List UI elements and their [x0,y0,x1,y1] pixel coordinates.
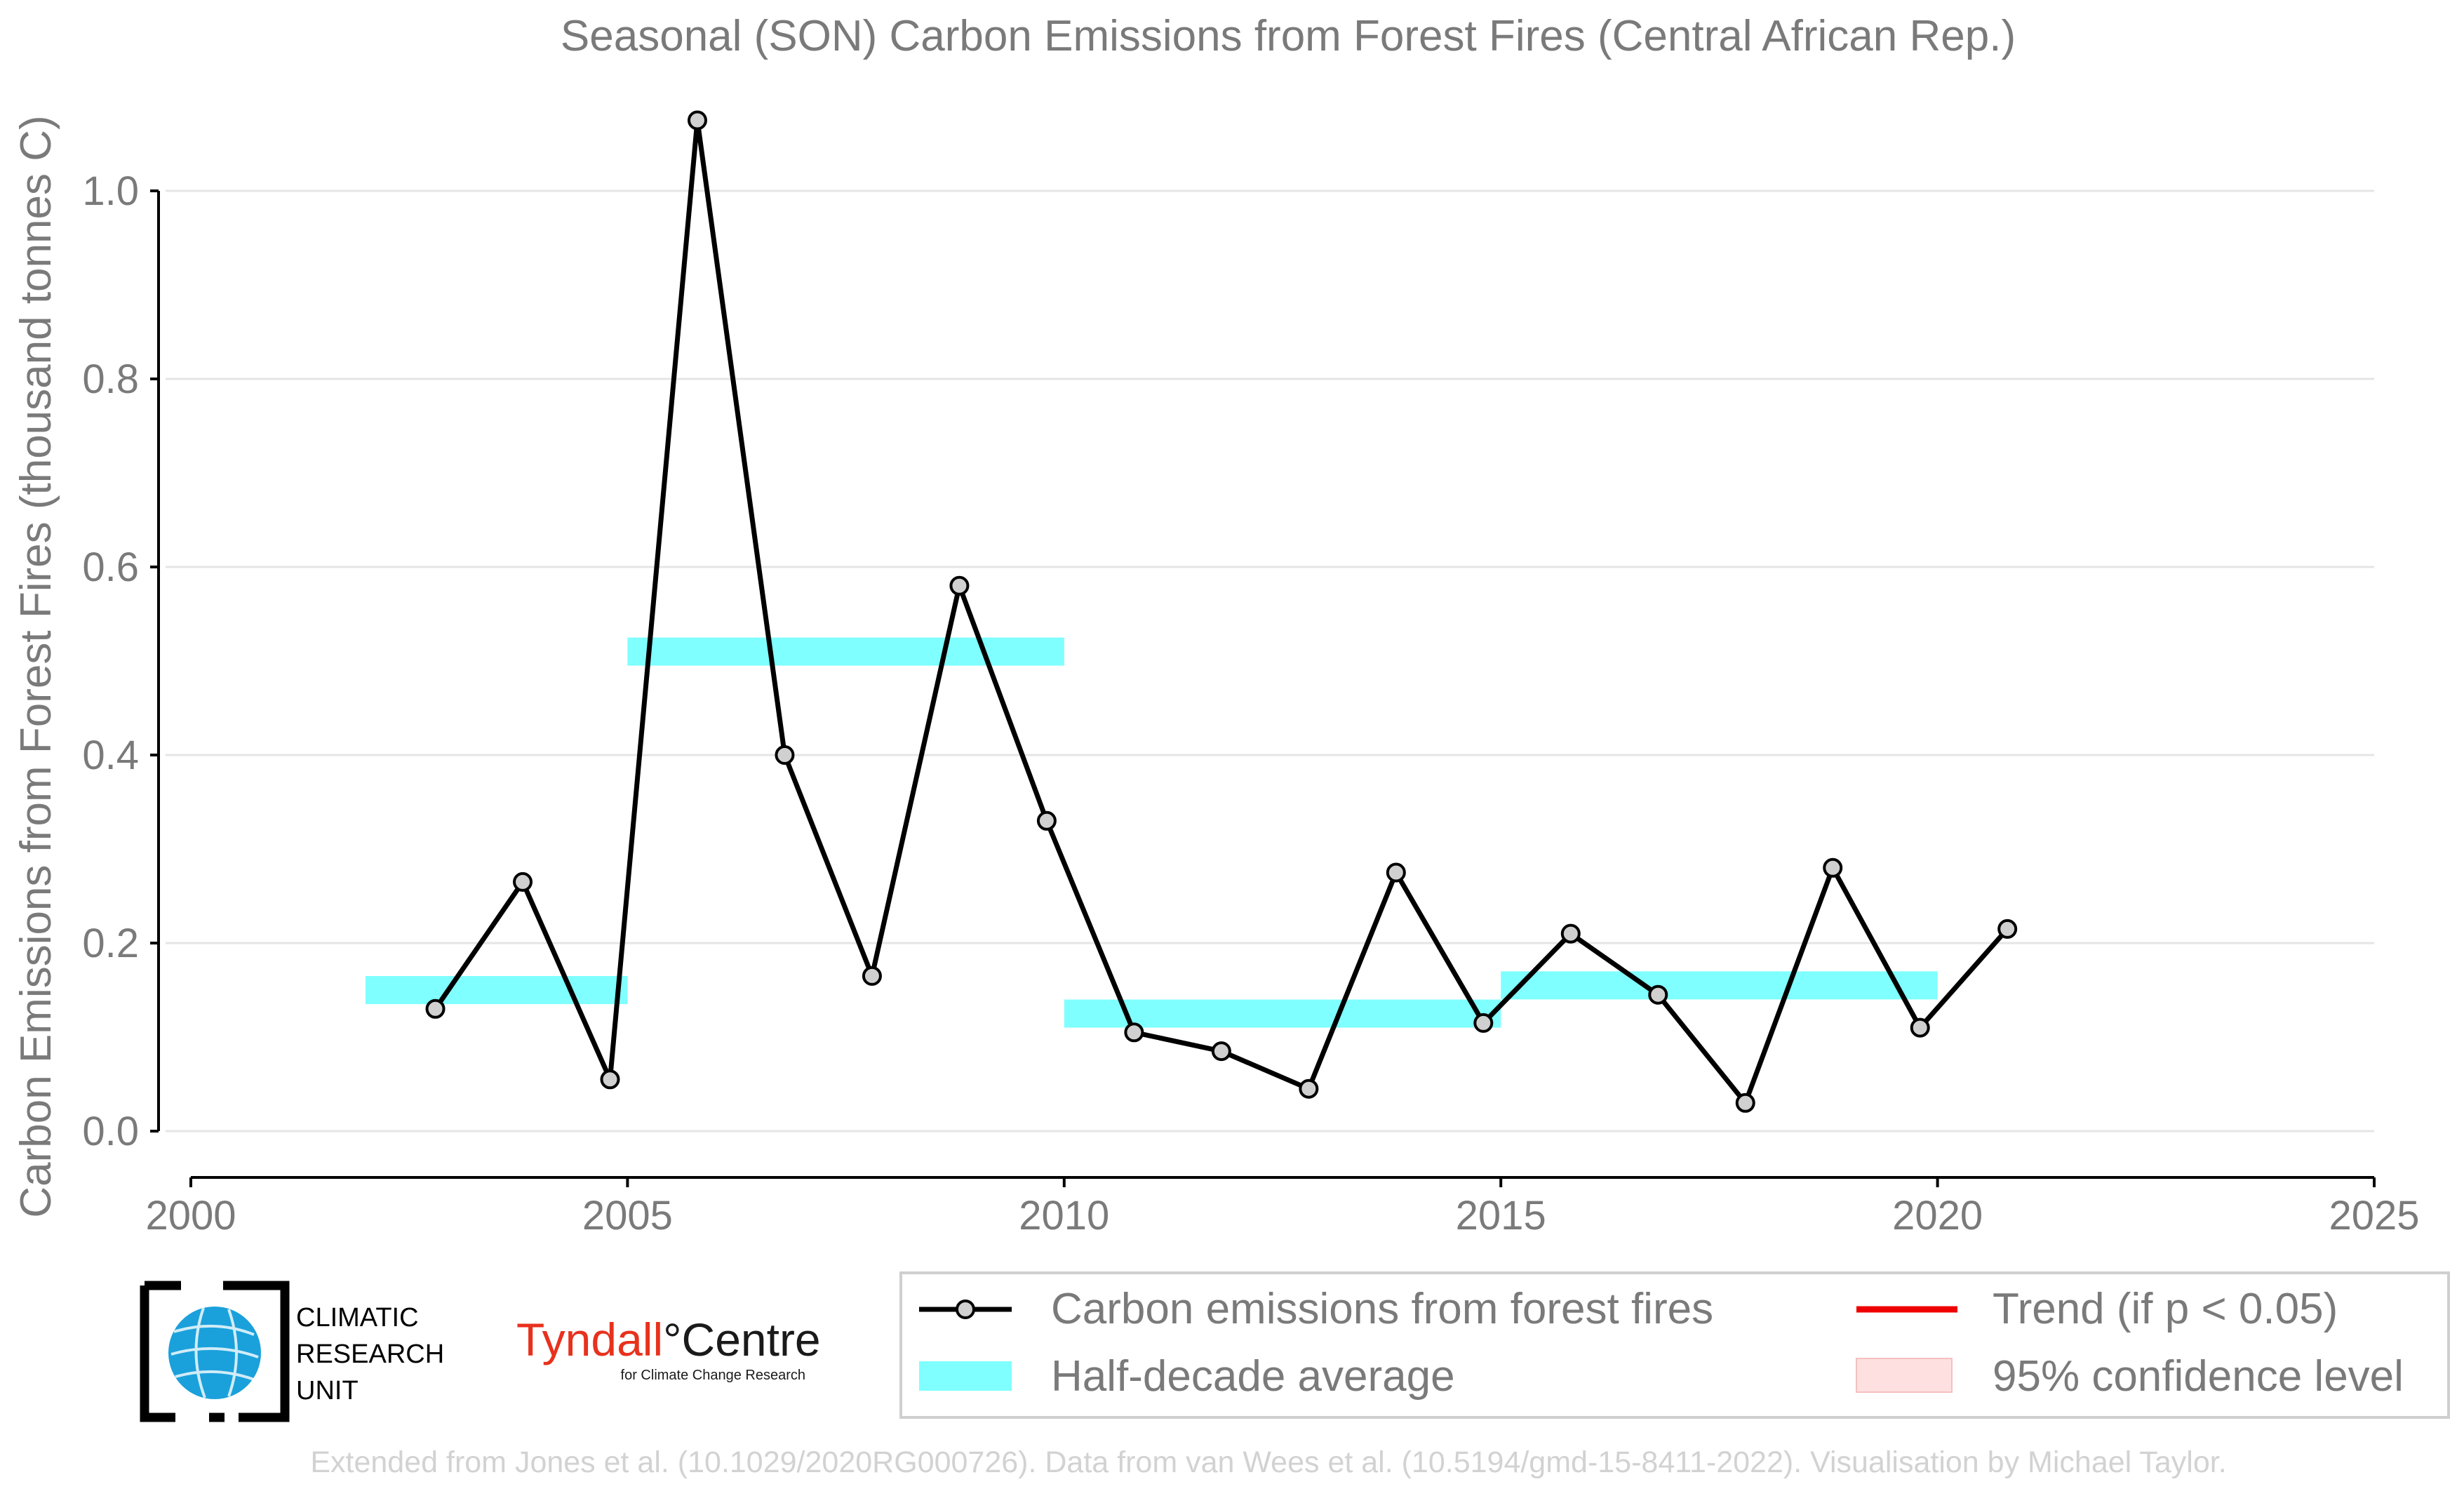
x-axis-ticks: 2000 2005 2010 2015 2020 2025 [145,1193,2419,1238]
grid-lines [150,189,2376,1187]
data-point [949,575,970,596]
tyndall-logo-title: Tyndall°Centre [516,1314,821,1365]
data-point [1124,1022,1144,1043]
tyndall-logo-subtitle: for Climate Change Research [621,1368,805,1383]
emissions-series [425,110,2018,1113]
legend-swatch-half-decade [919,1361,1012,1391]
half-decade-bar [627,637,1064,666]
data-point [862,966,882,986]
x-tick-label: 2015 [1456,1193,1546,1238]
y-axis-ticks: 0.0 0.2 0.4 0.6 0.8 1.0 [82,168,139,1154]
data-point [1211,1041,1231,1062]
legend: Carbon emissions from forest fires Trend… [899,1271,2450,1419]
legend-swatch-confidence [1856,1358,1953,1393]
legend-label-trend: Trend (if p < 0.05) [1993,1285,2338,1333]
cru-logo: CLIMATIC RESEARCH UNIT [140,1281,444,1422]
data-point [425,999,446,1019]
half-decade-bar [365,976,628,1004]
legend-swatch-emissions [919,1300,1012,1319]
data-point [1910,1017,1930,1038]
tyndall-logo: Tyndall°Centre for Climate Change Resear… [516,1314,821,1383]
footer-credits: Extended from Jones et al. (10.1029/2020… [310,1445,2226,1479]
y-tick-label: 0.4 [82,733,139,778]
y-tick-label: 0.0 [82,1109,139,1154]
x-tick-label: 2010 [1019,1193,1109,1238]
data-point [1997,919,2018,939]
legend-box [899,1271,2450,1419]
half-decade-bars [365,637,1938,1028]
data-point [1386,862,1406,883]
data-point [1735,1093,1755,1113]
legend-label-confidence: 95% confidence level [1993,1352,2404,1401]
y-axis-label: Carbon Emissions from Forest Fires (thou… [12,115,60,1217]
data-point [1823,857,1843,878]
data-point [775,745,795,765]
data-point [513,871,533,892]
legend-label-emissions: Carbon emissions from forest fires [1051,1285,1713,1333]
data-point [1648,984,1668,1005]
y-tick-label: 0.8 [82,356,139,402]
cru-logo-line-1: CLIMATIC [296,1303,419,1333]
y-tick-label: 0.2 [82,921,139,966]
data-point [600,1069,620,1090]
data-point [687,110,707,131]
cru-logo-line-2: RESEARCH [296,1340,444,1369]
x-tick-label: 2000 [145,1193,236,1238]
x-tick-label: 2025 [2329,1193,2419,1238]
x-tick-label: 2020 [1892,1193,1983,1238]
half-decade-bar [1501,971,1938,1000]
data-point [1473,1013,1494,1033]
globe-icon [168,1307,261,1399]
cru-logo-line-3: UNIT [296,1376,359,1405]
data-point [1560,923,1581,944]
y-tick-label: 0.6 [82,545,139,590]
data-point [1299,1078,1319,1099]
emissions-line [433,118,2009,1106]
half-decade-bar [1064,999,1501,1028]
y-tick-label: 1.0 [82,168,139,214]
data-point [1036,810,1057,831]
x-tick-label: 2005 [582,1193,673,1238]
legend-label-half-decade: Half-decade average [1051,1352,1455,1401]
chart-title: Seasonal (SON) Carbon Emissions from For… [561,12,2016,60]
